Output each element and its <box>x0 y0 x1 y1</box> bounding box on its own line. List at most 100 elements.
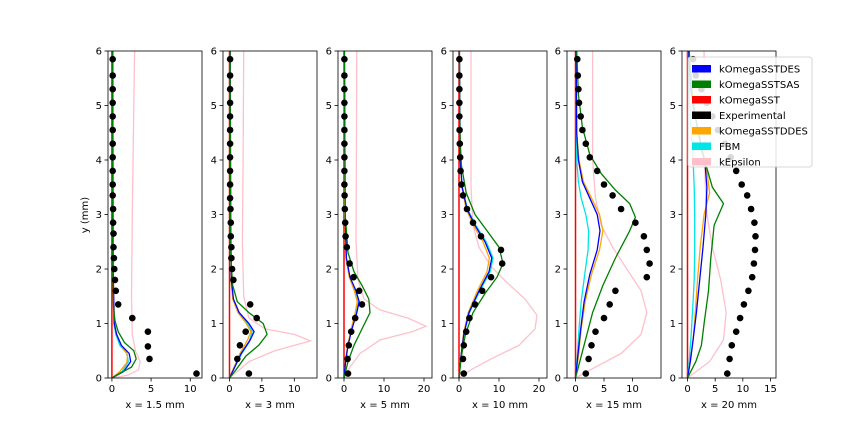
experimental-point <box>109 55 116 63</box>
experimental-point <box>109 72 116 79</box>
experimental-point <box>341 113 348 120</box>
experimental-point <box>109 99 116 107</box>
x-tick-label: 10 <box>493 384 506 395</box>
series-line-komegasstsas <box>343 51 371 378</box>
experimental-point <box>456 85 463 93</box>
experimental-point <box>226 181 234 188</box>
experimental-point <box>341 192 348 199</box>
x-tick-label: 20 <box>418 384 431 395</box>
experimental-point <box>341 167 348 175</box>
legend-label-kepsilon: kEpsilon <box>719 158 761 169</box>
experimental-point <box>110 230 117 237</box>
x-tick-label: 5 <box>712 384 718 395</box>
experimental-point <box>341 85 348 93</box>
x-tick-label: 0 <box>226 384 232 395</box>
y-tick-label: 0 <box>670 374 676 385</box>
experimental-point <box>228 265 236 273</box>
y-tick-label: 3 <box>670 210 676 221</box>
experimental-point <box>617 205 625 213</box>
experimental-point <box>751 219 758 226</box>
x-axis-label: x = 5 mm <box>360 400 410 411</box>
x-tick-label: 0 <box>109 384 115 395</box>
x-axis-label: x = 1.5 mm <box>125 400 184 411</box>
legend-frame <box>687 56 813 168</box>
y-tick-label: 6 <box>670 47 676 58</box>
experimental-point <box>460 370 468 377</box>
y-tick-label: 2 <box>441 265 447 276</box>
experimental-point <box>111 276 119 284</box>
y-tick-label: 3 <box>441 210 447 221</box>
y-tick-label: 5 <box>555 101 561 112</box>
legend-label-experimental: Experimental <box>719 111 786 122</box>
experimental-point <box>227 233 235 240</box>
experimental-point <box>738 181 745 188</box>
experimental-point <box>228 254 235 262</box>
experimental-point <box>593 167 601 175</box>
experimental-point <box>478 287 486 295</box>
y-tick-label: 0 <box>211 374 217 385</box>
series-line-kepsilon <box>111 51 141 378</box>
series-line-kepsilon <box>343 51 428 378</box>
experimental-point <box>355 287 363 295</box>
experimental-point <box>144 343 152 350</box>
experimental-point <box>751 246 759 254</box>
y-tick-label: 6 <box>555 47 561 58</box>
x-tick-label: 10 <box>288 384 301 395</box>
experimental-point <box>341 72 348 79</box>
y-tick-label: 2 <box>670 265 676 276</box>
experimental-point <box>748 273 756 281</box>
panel-2: 0 5 10 0 1 2 3 4 5 6 x = 3 mm <box>211 47 318 411</box>
experimental-point <box>228 243 235 251</box>
panel-3: 0 10 20 0 1 2 3 4 5 6 x = 5 mm <box>326 47 433 411</box>
experimental-point <box>585 355 592 363</box>
experimental-point <box>646 260 653 267</box>
experimental-point <box>740 301 748 308</box>
experimental-point <box>342 233 349 240</box>
experimental-point <box>728 342 736 349</box>
experimental-point <box>600 314 608 322</box>
experimental-point <box>732 167 740 175</box>
experimental-point <box>109 181 116 188</box>
x-tick-label: 10 <box>736 384 749 395</box>
legend-swatch-experimental <box>692 111 711 119</box>
experimental-point <box>745 287 752 295</box>
experimental-point <box>109 113 116 120</box>
experimental-point <box>471 301 479 308</box>
experimental-point <box>732 328 740 336</box>
legend: kOmegaSSTDES kOmegaSSTSAS kOmegaSST Experim… <box>687 56 813 169</box>
y-tick-label: 5 <box>326 101 332 112</box>
legend-swatch-komegasstddes <box>692 127 711 135</box>
experimental-point <box>341 140 348 147</box>
x-tick-label: 0 <box>572 384 578 395</box>
x-tick-label: 0 <box>456 384 462 395</box>
legend-label-komegasstsas: kOmegaSSTSAS <box>719 80 800 91</box>
experimental-point <box>736 314 744 322</box>
experimental-point <box>246 301 254 308</box>
experimental-point <box>643 273 651 281</box>
experimental-point <box>114 301 122 308</box>
y-tick-label: 6 <box>211 47 217 58</box>
experimental-point <box>226 140 234 147</box>
panel-1: 0 5 10 0 1 2 3 4 5 6 x = 1.5 mm <box>96 47 203 411</box>
x-tick-label: 5 <box>601 384 607 395</box>
y-tick-label: 5 <box>441 101 447 112</box>
legend-label-komegasstdes: kOmegaSSTDES <box>719 65 800 76</box>
experimental-point <box>456 154 464 161</box>
experimental-point <box>109 167 116 175</box>
series-line-komegasstdes <box>343 51 360 378</box>
experimental-point <box>358 301 366 308</box>
panel-4: 0 10 20 0 1 2 3 4 5 6 x = 10 mm <box>441 47 548 411</box>
x-tick-label: 5 <box>148 384 154 395</box>
panel-frame <box>107 50 203 379</box>
experimental-point <box>609 192 616 199</box>
experimental-point <box>226 85 234 93</box>
experimental-point <box>226 167 234 175</box>
experimental-point <box>577 113 584 120</box>
y-tick-label: 4 <box>211 156 217 167</box>
experimental-point <box>226 126 234 134</box>
y-tick-label: 3 <box>96 210 102 221</box>
experimental-point <box>752 233 759 240</box>
experimental-point <box>456 55 463 63</box>
y-tick-label: 1 <box>670 319 676 330</box>
